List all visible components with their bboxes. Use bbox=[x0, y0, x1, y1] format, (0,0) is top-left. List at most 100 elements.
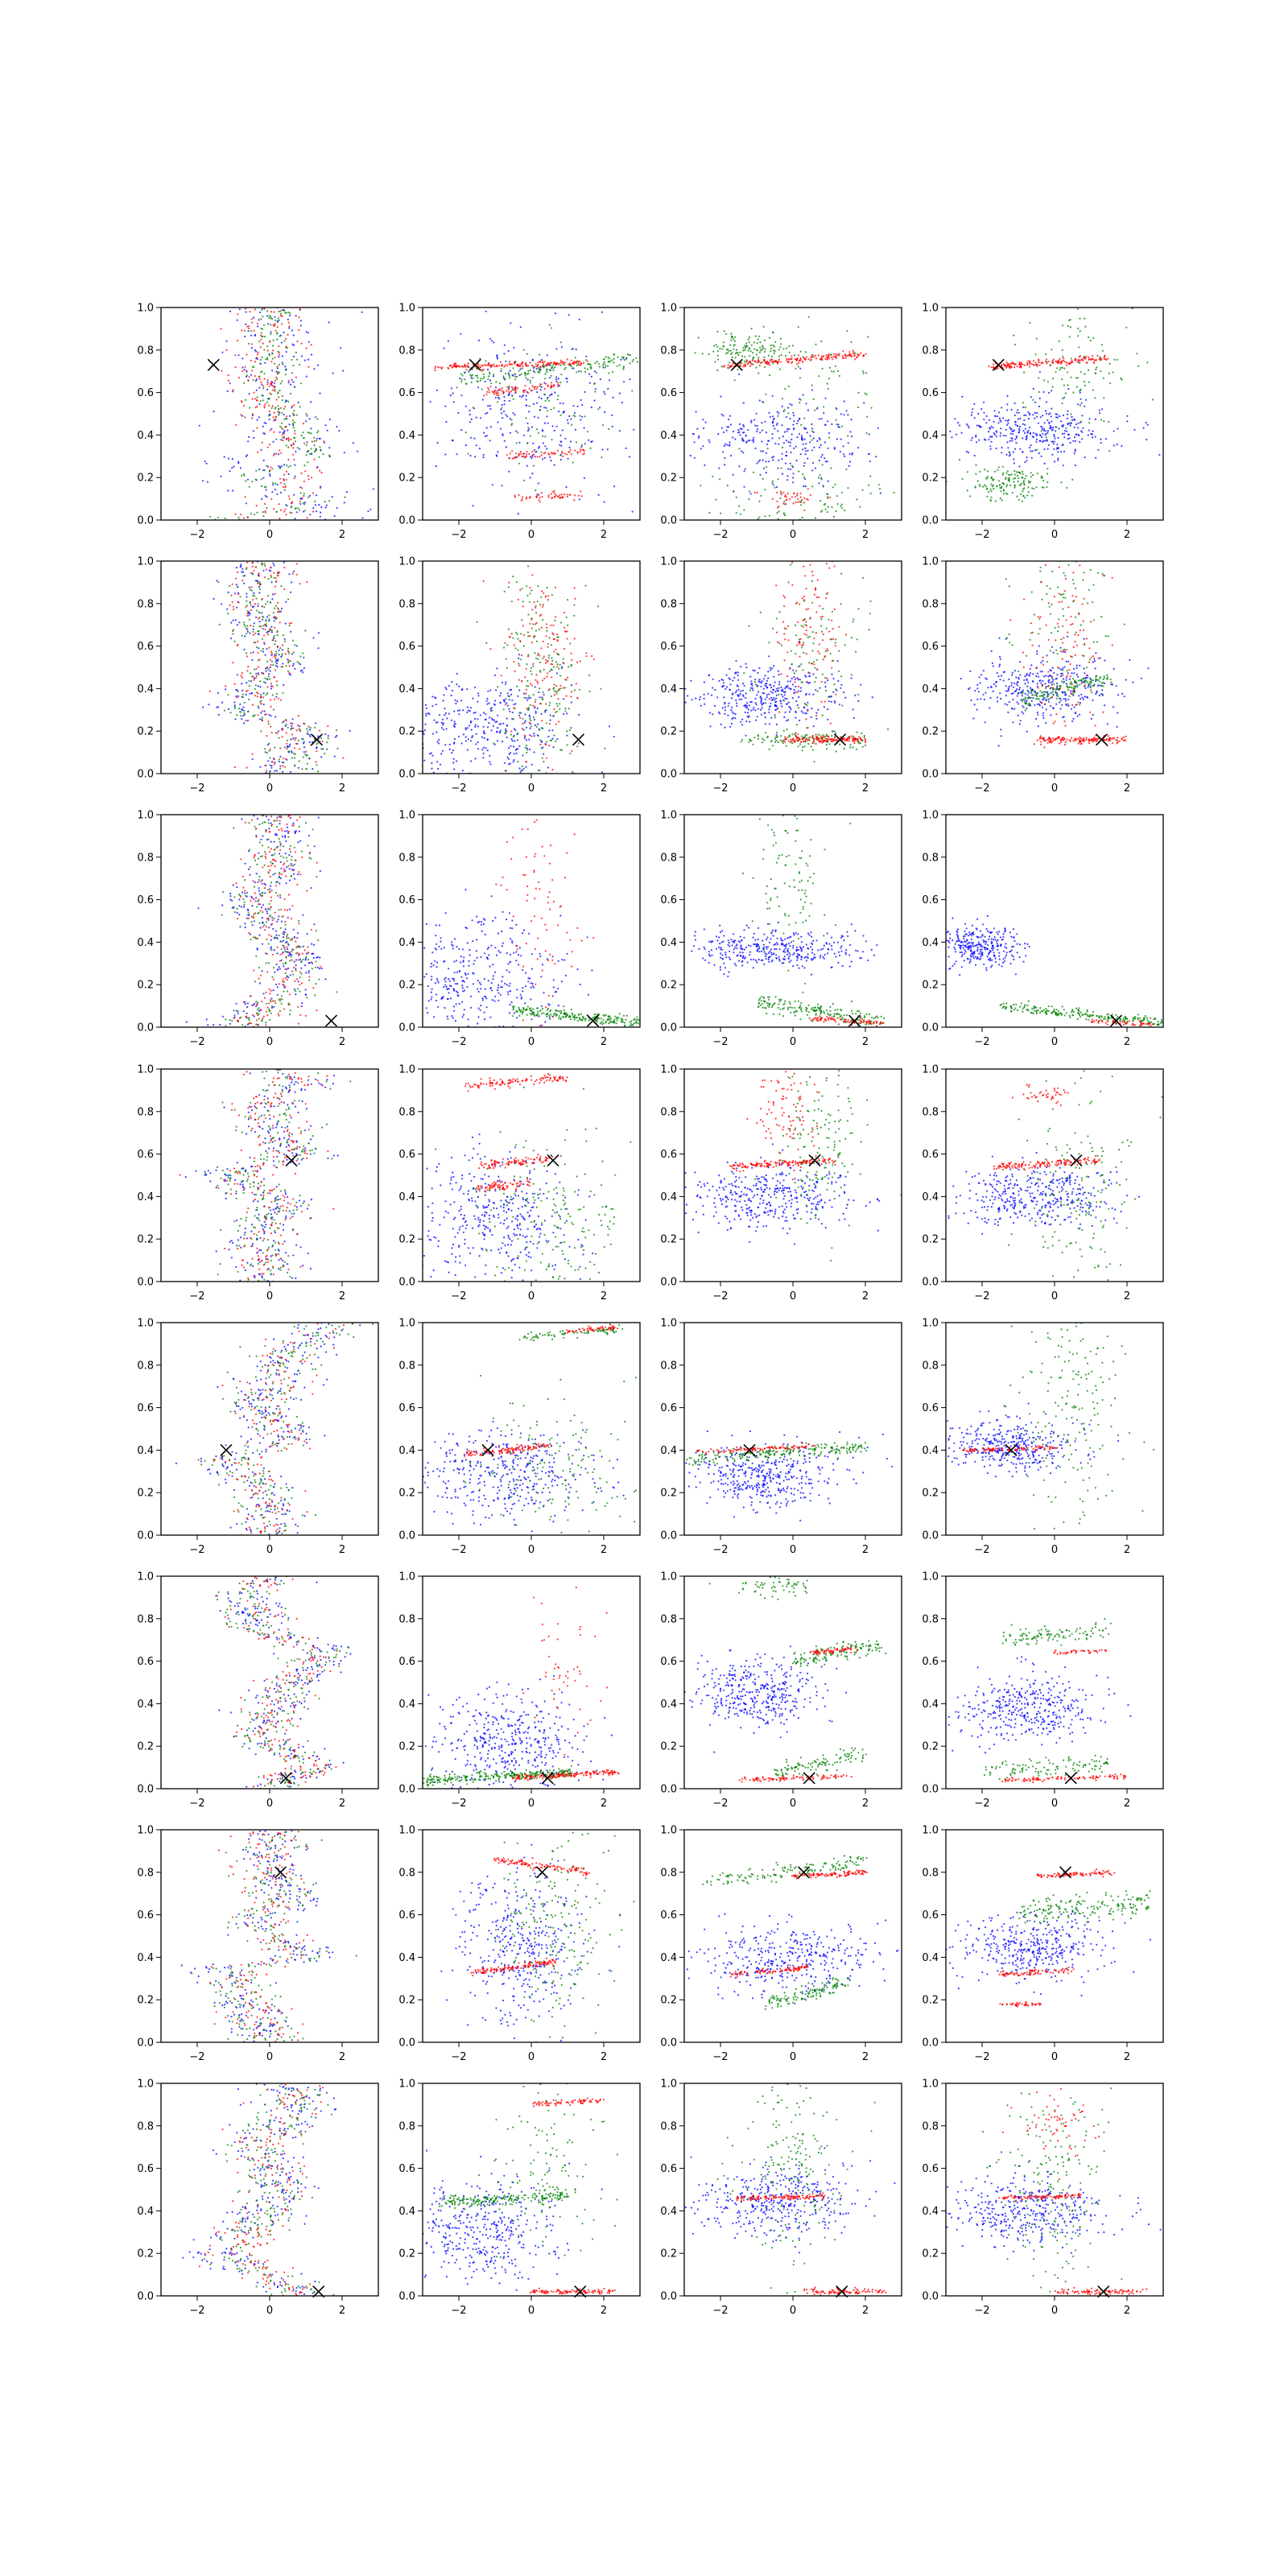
point-red bbox=[282, 765, 284, 767]
point-blue bbox=[452, 749, 455, 752]
point-green bbox=[511, 394, 514, 397]
point-green bbox=[824, 508, 827, 510]
point-green bbox=[1018, 477, 1020, 480]
point-blue bbox=[551, 737, 554, 740]
point-red bbox=[552, 634, 555, 636]
point-blue bbox=[1034, 401, 1037, 403]
point-green bbox=[811, 430, 814, 432]
point-red bbox=[824, 357, 827, 360]
point-green bbox=[1061, 402, 1063, 404]
point-blue bbox=[474, 758, 477, 760]
point-green bbox=[783, 408, 786, 411]
point-green bbox=[1120, 377, 1122, 380]
point-green bbox=[622, 365, 625, 368]
point-blue bbox=[486, 369, 489, 371]
point-red bbox=[525, 455, 527, 457]
point-red bbox=[537, 682, 539, 684]
point-green bbox=[487, 378, 489, 381]
point-green bbox=[626, 353, 629, 356]
point-blue bbox=[1088, 429, 1090, 431]
point-red bbox=[528, 452, 530, 456]
point-green bbox=[535, 612, 538, 614]
point-red bbox=[1001, 365, 1003, 367]
point-blue bbox=[703, 427, 705, 430]
point-red bbox=[507, 388, 510, 391]
point-blue bbox=[464, 740, 468, 742]
point-blue bbox=[291, 718, 294, 720]
point-red bbox=[237, 340, 239, 342]
point-green bbox=[568, 708, 570, 710]
point-blue bbox=[620, 358, 622, 361]
point-green bbox=[1029, 481, 1032, 483]
point-red bbox=[225, 349, 228, 351]
point-red bbox=[276, 732, 279, 734]
point-red bbox=[248, 376, 250, 378]
point-green bbox=[736, 349, 738, 351]
point-red bbox=[729, 365, 732, 367]
point-red bbox=[476, 367, 478, 369]
point-blue bbox=[312, 637, 315, 639]
point-green bbox=[537, 658, 539, 660]
point-green bbox=[522, 349, 525, 351]
point-green bbox=[285, 723, 287, 726]
point-blue bbox=[278, 654, 280, 656]
point-blue bbox=[309, 514, 312, 516]
point-red bbox=[1005, 361, 1008, 364]
point-red bbox=[547, 646, 549, 648]
point-blue bbox=[269, 475, 271, 477]
point-green bbox=[1079, 317, 1081, 320]
point-green bbox=[287, 446, 290, 448]
point-blue bbox=[305, 375, 308, 378]
point-blue bbox=[507, 350, 510, 353]
point-red bbox=[269, 748, 271, 751]
point-green bbox=[991, 485, 993, 488]
point-green bbox=[250, 589, 253, 592]
point-blue bbox=[1034, 432, 1037, 435]
point-red bbox=[846, 354, 848, 357]
point-blue bbox=[460, 429, 463, 431]
point-blue bbox=[567, 422, 569, 424]
point-red bbox=[319, 729, 321, 732]
point-green bbox=[227, 613, 229, 615]
point-green bbox=[1061, 378, 1063, 381]
point-green bbox=[1062, 324, 1064, 327]
point-blue bbox=[786, 703, 789, 705]
point-blue bbox=[556, 737, 559, 741]
point-blue bbox=[1052, 426, 1055, 429]
point-blue bbox=[513, 753, 515, 755]
point-red bbox=[467, 364, 469, 366]
point-blue bbox=[262, 477, 265, 479]
point-green bbox=[460, 380, 463, 383]
point-green bbox=[307, 496, 309, 499]
point-blue bbox=[555, 672, 559, 675]
point-red bbox=[320, 472, 323, 474]
point-green bbox=[299, 492, 302, 494]
point-blue bbox=[497, 396, 500, 398]
point-blue bbox=[717, 711, 720, 713]
point-blue bbox=[290, 383, 292, 386]
point-blue bbox=[450, 719, 453, 721]
point-green bbox=[1013, 486, 1016, 489]
point-green bbox=[605, 364, 607, 367]
point-blue bbox=[541, 696, 543, 699]
point-green bbox=[262, 399, 264, 402]
point-green bbox=[802, 473, 804, 476]
point-red bbox=[285, 345, 288, 349]
point-blue bbox=[276, 483, 279, 486]
point-blue bbox=[1035, 438, 1038, 441]
point-red bbox=[849, 354, 852, 357]
point-blue bbox=[235, 567, 237, 569]
point-green bbox=[815, 343, 817, 345]
point-blue bbox=[775, 694, 778, 696]
point-green bbox=[537, 370, 539, 374]
point-blue bbox=[1027, 418, 1030, 420]
point-blue bbox=[522, 754, 524, 757]
point-blue bbox=[294, 464, 296, 466]
point-blue bbox=[599, 378, 602, 381]
point-red bbox=[292, 453, 295, 456]
point-blue bbox=[213, 597, 215, 601]
point-blue bbox=[629, 378, 631, 381]
point-blue bbox=[270, 765, 273, 767]
point-blue bbox=[464, 405, 468, 407]
point-blue bbox=[803, 438, 806, 440]
